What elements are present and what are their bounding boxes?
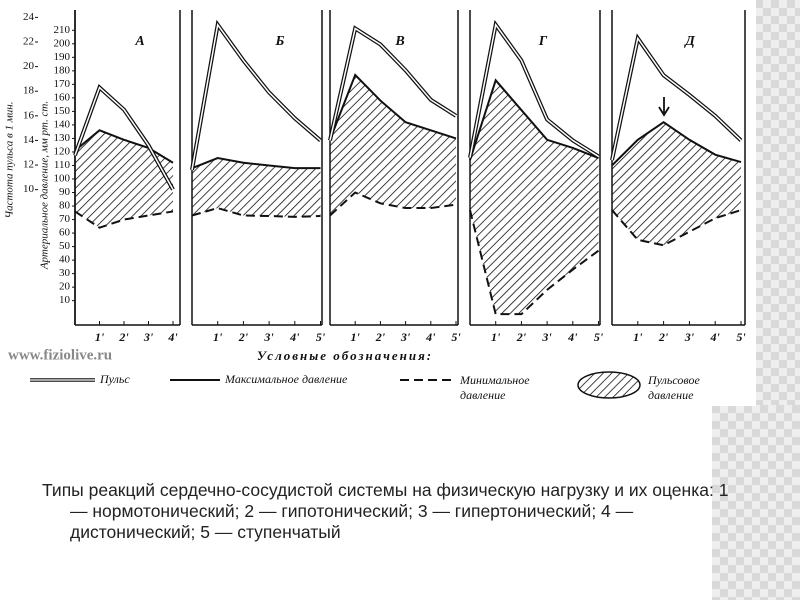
- y-axis-label: Артериальное давление, мм рт. ст.: [39, 101, 51, 270]
- x-tick-label: 1': [491, 330, 501, 344]
- pulse-line-inner: [611, 36, 742, 161]
- y2-tick-label: 24: [23, 11, 35, 23]
- y-tick-label: 200: [54, 37, 71, 49]
- y2-tick-label: 12: [23, 159, 34, 171]
- pulse-line-inner: [191, 22, 321, 171]
- x-tick-label: 2': [516, 330, 527, 344]
- y2-tick-label: 18: [23, 85, 35, 97]
- min-pressure-line: [469, 209, 600, 316]
- x-tick-label: 4': [289, 330, 300, 344]
- y-tick-label: 140: [54, 118, 71, 130]
- x-tick-label: 1': [213, 330, 223, 344]
- y2-tick-label: 14: [23, 134, 35, 146]
- y-tick-label: 100: [54, 173, 71, 185]
- x-tick-label: 5': [451, 330, 461, 344]
- min-pressure-line: [329, 191, 457, 217]
- y-tick-label: 70: [59, 213, 71, 225]
- legend-label: давление: [648, 388, 694, 402]
- y-tick-label: 120: [54, 145, 71, 157]
- x-tick-label: 1': [633, 330, 643, 344]
- y-tick-label: 160: [54, 91, 71, 103]
- y-tick-label: 90: [59, 186, 71, 198]
- x-tick-label: 4': [167, 330, 178, 344]
- x-tick-label: 2': [658, 330, 669, 344]
- y-tick-label: 80: [59, 200, 71, 212]
- x-tick-label: 3': [684, 330, 695, 344]
- y-tick-label: 150: [54, 105, 71, 117]
- max-pressure-line: [329, 73, 457, 141]
- y2-axis-label: Частота пульса в 1 мин.: [4, 102, 16, 219]
- watermark: www.fiziolive.ru: [8, 347, 112, 363]
- pulse-pressure-area: [75, 130, 173, 228]
- x-tick-label: 1': [351, 330, 361, 344]
- x-tick-label: 4': [710, 330, 721, 344]
- y-tick-label: 210: [54, 24, 71, 36]
- x-tick-label: 3': [400, 330, 411, 344]
- x-tick-label: 3': [143, 330, 154, 344]
- x-tick-label: 1': [95, 330, 105, 344]
- pulse-line-inner: [469, 22, 599, 158]
- legend-label: Максимальное давление: [224, 372, 348, 386]
- pulse-line-inner: [74, 86, 174, 191]
- y2-tick-label: 16: [23, 109, 35, 121]
- x-tick-label: 2': [118, 330, 129, 344]
- legend-pulse-pressure-sample: [577, 371, 641, 399]
- y-tick-label: 130: [54, 132, 71, 144]
- max-pressure-line: [74, 129, 174, 164]
- y-tick-label: 60: [59, 227, 71, 239]
- y-tick-label: 40: [59, 254, 71, 266]
- legend-heading: Условные обозначения:: [257, 348, 433, 363]
- panel-title: Б: [275, 34, 285, 49]
- y-tick-label: 10: [59, 294, 71, 306]
- x-tick-label: 5': [594, 330, 604, 344]
- min-pressure-line: [74, 210, 174, 229]
- figure: Частота пульса в 1 мин. Артериальное дав…: [3, 10, 747, 402]
- arrow-annotation: [658, 97, 670, 117]
- x-tick-label: 3': [541, 330, 552, 344]
- max-pressure-line: [611, 121, 742, 167]
- max-pressure-line: [191, 157, 321, 170]
- pulse-pressure-area: [330, 74, 456, 216]
- pulse-pressure-area: [470, 80, 599, 315]
- background-pattern: [755, 0, 800, 405]
- y2-tick-label: 10: [23, 183, 35, 195]
- y-tick-label: 50: [59, 240, 71, 252]
- x-tick-label: 3': [263, 330, 274, 344]
- caption: Типы реакций сердечно-сосудистой системы…: [42, 480, 729, 542]
- legend-label: Минимальное: [459, 373, 530, 387]
- pulse-pressure-area: [192, 158, 321, 217]
- min-pressure-line: [611, 209, 742, 247]
- panel-title: А: [134, 34, 144, 49]
- panel-title: Д: [683, 34, 695, 49]
- y-tick-label: 190: [54, 51, 71, 63]
- panel-title: В: [394, 34, 404, 49]
- x-tick-label: 2': [238, 330, 249, 344]
- max-pressure-line: [469, 78, 599, 161]
- y-tick-label: 20: [59, 281, 71, 293]
- background-pattern: [712, 405, 800, 600]
- y2-tick-label: 22: [23, 36, 34, 48]
- x-tick-label: 4': [567, 330, 578, 344]
- y-tick-label: 170: [54, 78, 71, 90]
- x-tick-label: 5': [736, 330, 746, 344]
- legend-label: Пульсовое: [647, 373, 700, 387]
- y-tick-label: 30: [59, 267, 71, 279]
- x-tick-label: 2': [375, 330, 386, 344]
- pulse-pressure-area: [612, 122, 741, 246]
- y-tick-label: 110: [54, 159, 71, 171]
- x-tick-label: 5': [316, 330, 326, 344]
- y2-tick-label: 20: [23, 60, 35, 72]
- y-tick-label: 180: [54, 64, 71, 76]
- panel-title: Г: [538, 34, 548, 49]
- pulse-line-inner: [329, 27, 457, 141]
- legend-label: Пульс: [99, 372, 130, 386]
- min-pressure-line: [191, 207, 321, 218]
- legend-label: давление: [460, 388, 506, 402]
- x-tick-label: 4': [425, 330, 436, 344]
